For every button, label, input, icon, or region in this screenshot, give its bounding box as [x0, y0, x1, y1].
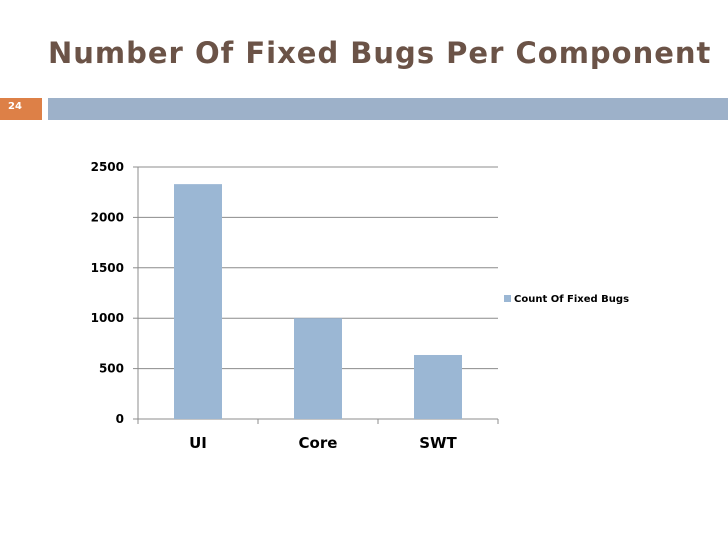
- header-rule: [48, 98, 728, 120]
- slide-title: Number Of Fixed Bugs Per Component: [48, 36, 712, 70]
- y-tick-label: 500: [99, 362, 124, 376]
- y-tick-label: 2000: [91, 210, 124, 224]
- slide-number: 24: [8, 101, 22, 112]
- x-category-label: Core: [299, 434, 338, 452]
- x-category-label: UI: [189, 434, 207, 452]
- y-tick-label: 0: [116, 412, 124, 426]
- legend-label: Count Of Fixed Bugs: [514, 294, 629, 305]
- bar: [414, 354, 462, 419]
- y-tick-label: 1500: [91, 261, 124, 275]
- bar: [174, 184, 222, 419]
- y-tick-label: 1000: [91, 311, 124, 325]
- legend-swatch: [504, 295, 511, 302]
- bar: [294, 318, 342, 419]
- y-tick-label: 2500: [91, 160, 124, 174]
- x-category-label: SWT: [419, 434, 457, 452]
- slide-number-badge: [0, 98, 42, 120]
